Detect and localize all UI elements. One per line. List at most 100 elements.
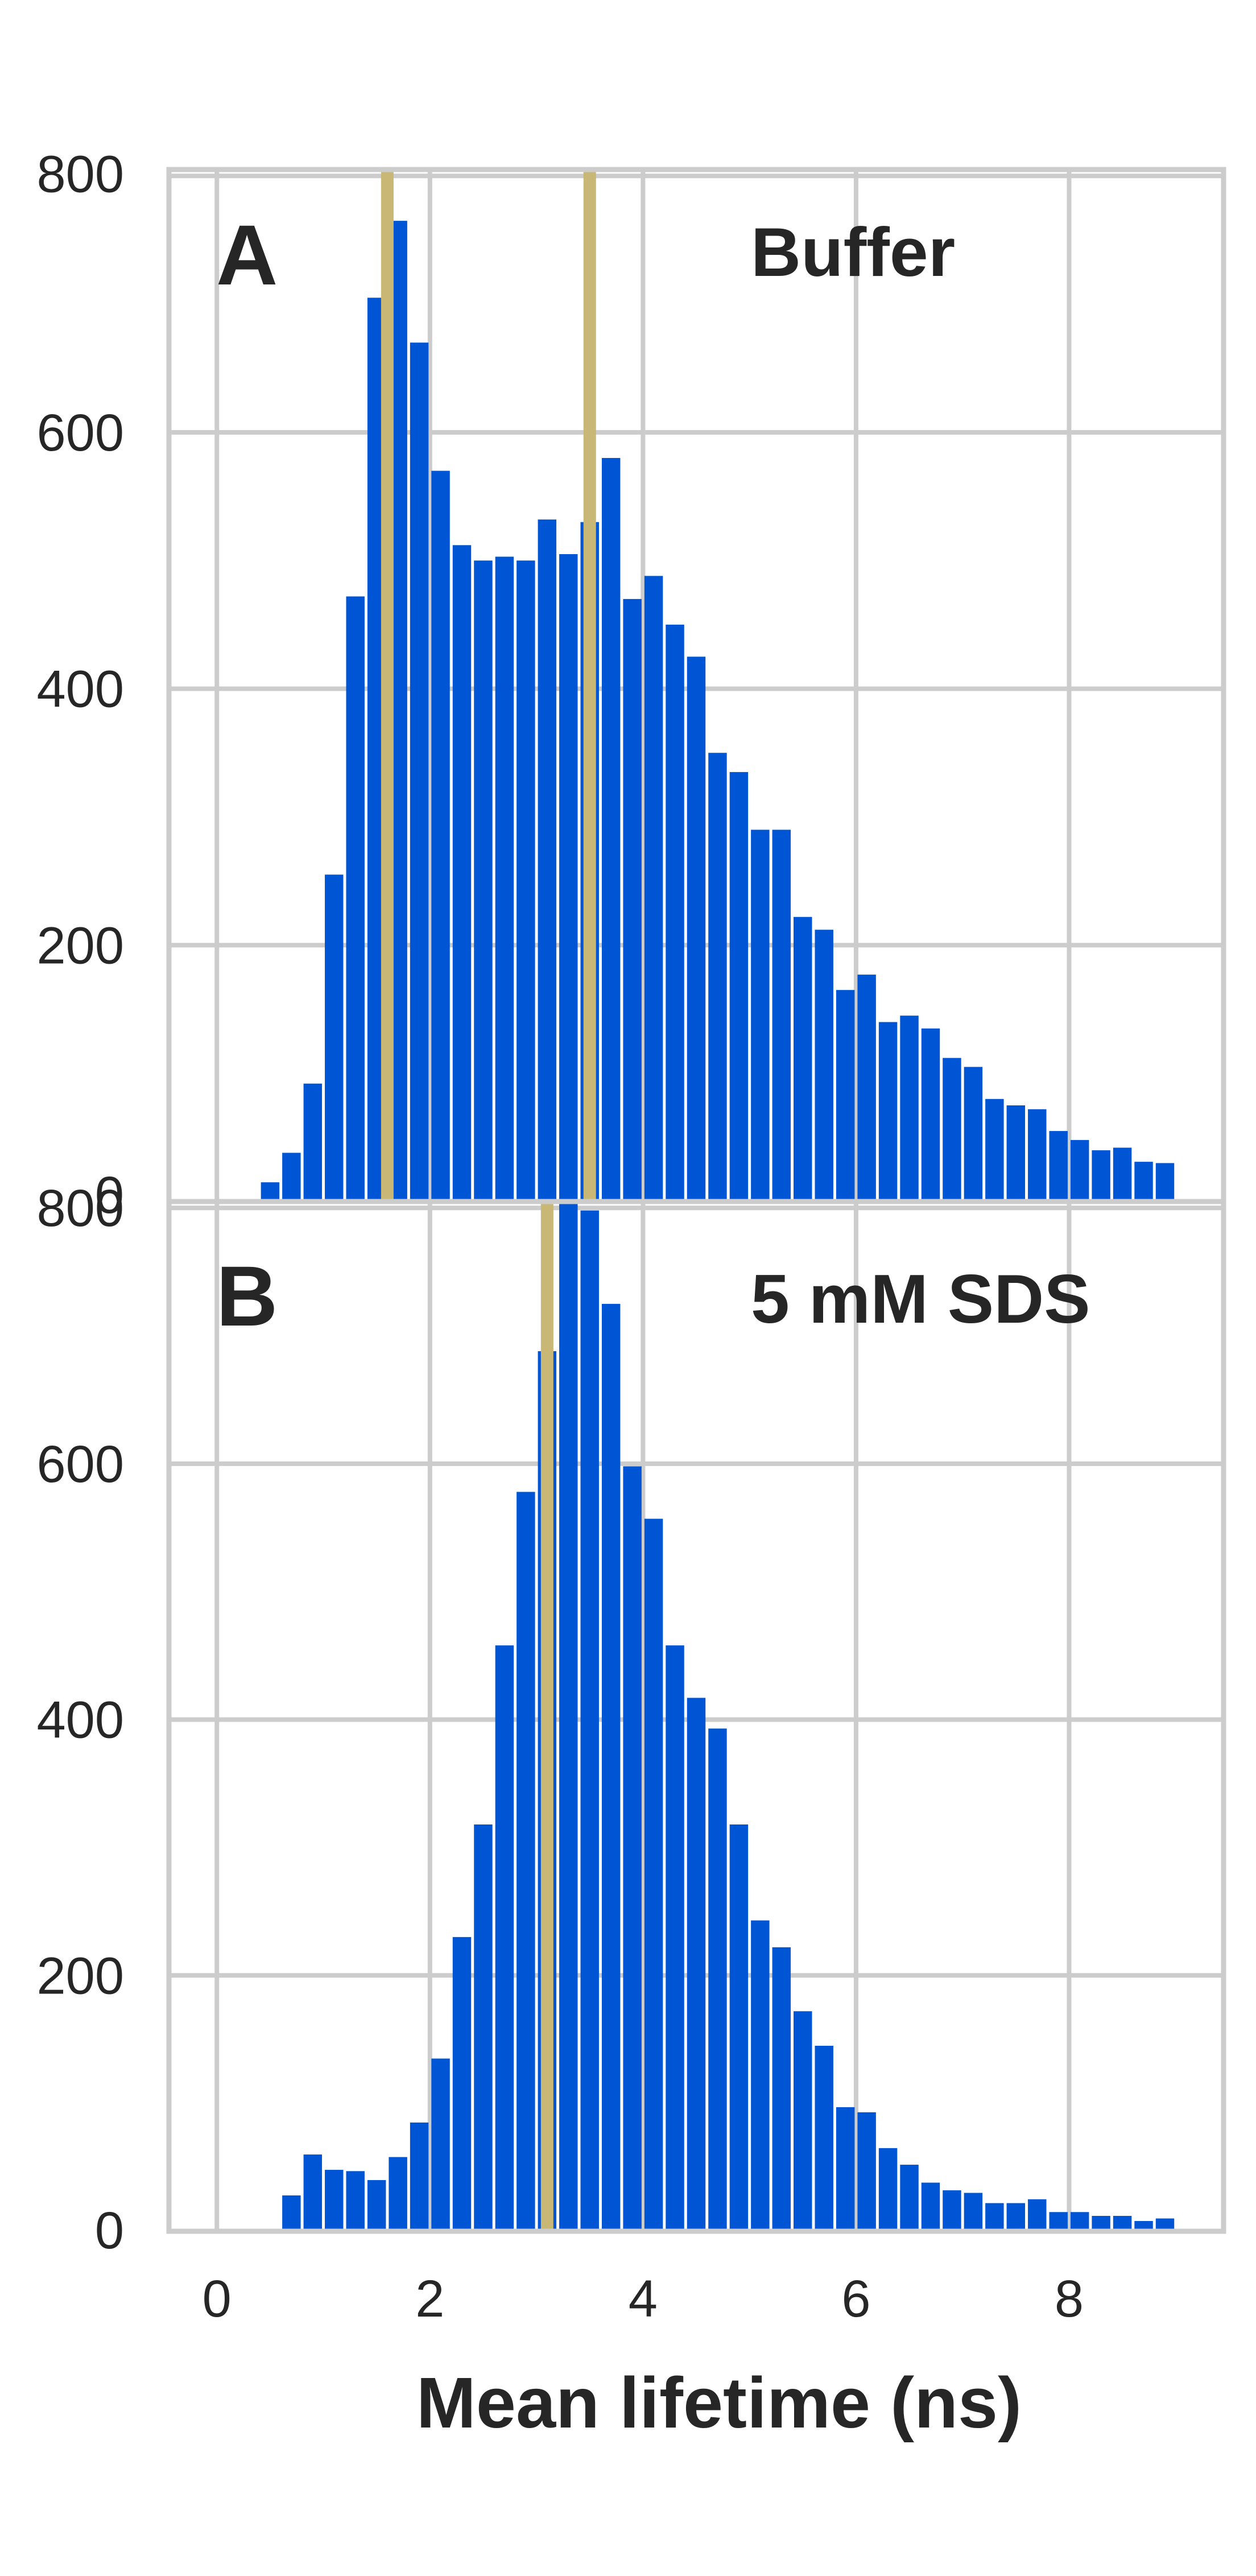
x-tick-label: 4 bbox=[629, 2270, 658, 2328]
histogram-bar bbox=[815, 2045, 833, 2231]
histogram-bar bbox=[921, 1028, 940, 1202]
histogram-bar bbox=[346, 2171, 365, 2231]
histogram-bar bbox=[964, 1067, 983, 1202]
histogram-bar bbox=[751, 1920, 770, 2231]
histogram-bar bbox=[708, 1728, 727, 2231]
histogram-bar bbox=[943, 1058, 961, 1202]
histogram-bar bbox=[900, 2165, 919, 2231]
histogram-bar bbox=[623, 1466, 642, 2231]
histogram-bar bbox=[559, 1198, 578, 2231]
panel-b-frame bbox=[166, 1199, 1226, 2234]
histogram-bar bbox=[985, 1099, 1004, 1202]
histogram-bar bbox=[346, 596, 365, 1202]
histogram-bar bbox=[495, 1645, 514, 2231]
histogram-bar bbox=[1134, 1162, 1153, 1202]
histogram-bar bbox=[1006, 2203, 1026, 2231]
histogram-bar bbox=[772, 1947, 791, 2231]
histogram-bar bbox=[325, 2170, 344, 2231]
panel-a-title: Buffer bbox=[751, 213, 955, 291]
panel-a-reference-lines bbox=[381, 170, 596, 1202]
histogram-bar bbox=[687, 657, 706, 1202]
histogram-bar bbox=[601, 1303, 621, 2231]
y-tick-label: 200 bbox=[37, 1947, 125, 2005]
histogram-bar bbox=[943, 2190, 961, 2231]
x-axis-title: Mean lifetime (ns) bbox=[416, 2363, 1022, 2443]
y-tick-label: 600 bbox=[37, 404, 125, 462]
histogram-bar bbox=[644, 1518, 663, 2231]
histogram-bar bbox=[261, 1182, 280, 1202]
histogram-bar bbox=[1028, 1109, 1047, 1202]
histogram-bar bbox=[367, 2180, 386, 2231]
y-tick-label: 200 bbox=[37, 917, 125, 975]
histogram-bar bbox=[857, 975, 876, 1202]
panel-b-sds: 0 200 400 600 800 0 2 4 6 8 B 5 mM SDS Mean life… bbox=[37, 1179, 1226, 2443]
panel-a-buffer: 0 200 400 600 800 A Buffer bbox=[37, 145, 1226, 1224]
histogram-bar bbox=[878, 2148, 898, 2231]
histogram-bar bbox=[1049, 1131, 1068, 1202]
histogram-bar bbox=[1070, 2212, 1089, 2231]
x-tick-label: 0 bbox=[203, 2270, 232, 2328]
histogram-bar bbox=[708, 753, 727, 1202]
panel-a-label: A bbox=[216, 207, 278, 303]
histogram-bar bbox=[410, 342, 429, 1202]
histogram-bar bbox=[815, 930, 833, 1202]
histogram-bar bbox=[729, 772, 749, 1202]
histogram-bar bbox=[303, 2154, 323, 2231]
histogram-bar bbox=[580, 1210, 599, 2231]
histogram-bar bbox=[452, 1937, 472, 2231]
histogram-bar bbox=[431, 2058, 450, 2231]
histogram-bar bbox=[857, 2112, 876, 2231]
histogram-bar bbox=[474, 1824, 493, 2231]
histogram-bar bbox=[282, 2195, 301, 2231]
histogram-bar bbox=[836, 2107, 855, 2231]
histogram-bar bbox=[517, 1492, 535, 2231]
x-tick-labels: 0 2 4 6 8 bbox=[203, 2270, 1084, 2328]
y-tick-label: 600 bbox=[37, 1435, 125, 1493]
histogram-bar bbox=[495, 556, 514, 1202]
histogram-bar bbox=[666, 1645, 684, 2231]
histogram-bar bbox=[964, 2193, 983, 2231]
histogram-bar bbox=[751, 829, 770, 1202]
x-tick-label: 8 bbox=[1055, 2270, 1084, 2328]
histogram-bar bbox=[1006, 1105, 1026, 1202]
x-tick-label: 6 bbox=[841, 2270, 870, 2328]
histogram-bar bbox=[1049, 2212, 1068, 2231]
histogram-bar bbox=[1092, 1150, 1110, 1202]
y-tick-label: 400 bbox=[37, 1691, 125, 1749]
y-tick-label: 0 bbox=[95, 1166, 124, 1224]
histogram-bar bbox=[772, 829, 791, 1202]
histogram-bar bbox=[1155, 1163, 1175, 1202]
histogram-bar bbox=[666, 624, 684, 1202]
y-tick-label: 0 bbox=[95, 2202, 124, 2260]
histogram-bar bbox=[878, 1022, 898, 1202]
histogram-bar bbox=[900, 1015, 919, 1202]
y-tick-label: 800 bbox=[37, 1179, 125, 1237]
histogram-bar bbox=[538, 519, 557, 1202]
histogram-bar bbox=[1070, 1140, 1089, 1202]
panel-b-title: 5 mM SDS bbox=[751, 1260, 1090, 1337]
histogram-bar bbox=[325, 874, 344, 1202]
histogram-bar bbox=[410, 2122, 429, 2231]
histogram-bar bbox=[687, 1698, 706, 2231]
histogram-bar bbox=[1155, 2218, 1175, 2231]
histogram-bar bbox=[644, 576, 663, 1202]
histogram-bar bbox=[474, 560, 493, 1202]
histogram-bar bbox=[794, 917, 812, 1202]
histogram-bar bbox=[282, 1153, 301, 1202]
panel-a-y-tick-labels: 0 200 400 600 800 bbox=[37, 145, 125, 1224]
histogram-bar bbox=[601, 458, 621, 1202]
histogram-bar bbox=[303, 1083, 323, 1202]
histogram-bar bbox=[452, 545, 472, 1202]
histogram-bar bbox=[431, 470, 450, 1202]
histogram-bar bbox=[836, 990, 855, 1202]
histogram-bar bbox=[729, 1824, 749, 2231]
panel-b-label: B bbox=[216, 1248, 278, 1344]
y-tick-label: 800 bbox=[37, 145, 125, 203]
x-tick-label: 2 bbox=[415, 2270, 444, 2328]
histogram-bar bbox=[623, 598, 642, 1202]
histogram-bar bbox=[794, 2011, 812, 2231]
histogram-bar bbox=[1113, 1147, 1132, 1202]
y-tick-label: 400 bbox=[37, 660, 125, 719]
panel-b-y-tick-labels: 0 200 400 600 800 bbox=[37, 1179, 125, 2260]
